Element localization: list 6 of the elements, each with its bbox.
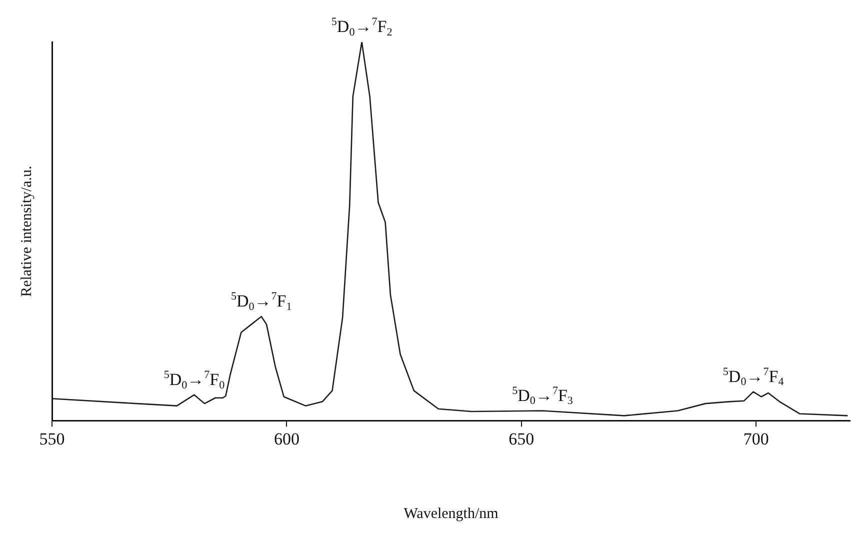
y-axis-title: Relative intensity/a.u. bbox=[18, 166, 35, 297]
x-tick-label: 700 bbox=[743, 429, 769, 448]
x-tick-label: 550 bbox=[39, 429, 65, 448]
x-tick-label: 600 bbox=[274, 429, 300, 448]
x-axis-title: Wavelength/nm bbox=[404, 506, 499, 522]
x-tick-label: 650 bbox=[508, 429, 534, 448]
